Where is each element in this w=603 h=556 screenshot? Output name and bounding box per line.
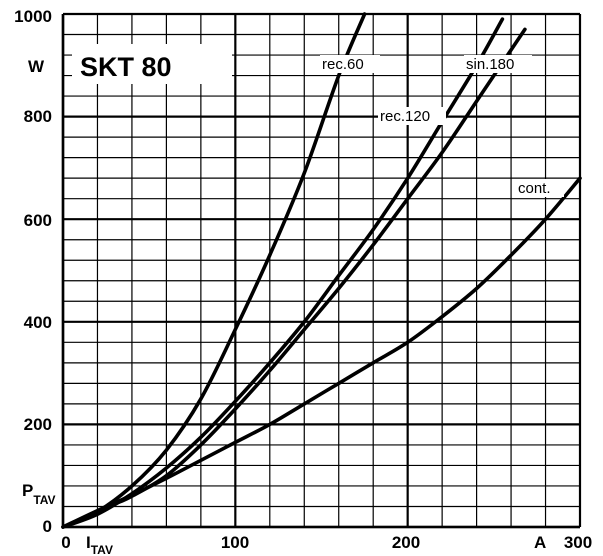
- y-tick-label-3: 600: [24, 211, 52, 230]
- chart-title: SKT 80: [80, 52, 172, 82]
- y-axis-name-main: P: [22, 481, 33, 500]
- grid: [61, 12, 582, 529]
- series-label-bg-rec120: [378, 107, 446, 125]
- y-unit-label: W: [28, 57, 45, 76]
- y-axis-name-sub: TAV: [33, 493, 55, 507]
- series-curves: [61, 12, 582, 529]
- x-axis-name-sub: TAV: [91, 543, 113, 556]
- y-tick-label-1: 200: [24, 415, 52, 434]
- series-line-rec120: [61, 17, 505, 529]
- series-label-rec60: rec.60: [322, 56, 364, 73]
- series-line-cont: [61, 176, 582, 529]
- series-label-rec120: rec.120: [380, 108, 430, 125]
- title-box: [72, 44, 232, 84]
- series-line-sin180: [112, 27, 527, 506]
- series-label-bg-sin180: [464, 55, 532, 73]
- x-unit-label: A: [534, 533, 546, 552]
- y-tick-label-5: 1000: [14, 7, 52, 26]
- series-label-bg-rec60: [320, 55, 380, 73]
- y-tick-label-0: 0: [43, 517, 52, 536]
- series-label-bg-cont: [516, 179, 564, 197]
- x-tick-label-0: 0: [61, 533, 70, 552]
- x-axis-name: ITAV: [86, 533, 113, 556]
- x-tick-label-2: 200: [392, 533, 420, 552]
- y-tick-label-2: 400: [24, 313, 52, 332]
- series-label-cont: cont.: [518, 180, 551, 197]
- x-tick-label-1: 100: [221, 533, 249, 552]
- x-tick-label-3: 300: [564, 533, 592, 552]
- series-label-sin180: sin.180: [466, 56, 514, 73]
- x-axis-name-main: I: [86, 533, 91, 552]
- y-axis-name: PTAV: [22, 481, 56, 507]
- series-line-rec60: [61, 12, 367, 529]
- y-tick-label-4: 800: [24, 107, 52, 126]
